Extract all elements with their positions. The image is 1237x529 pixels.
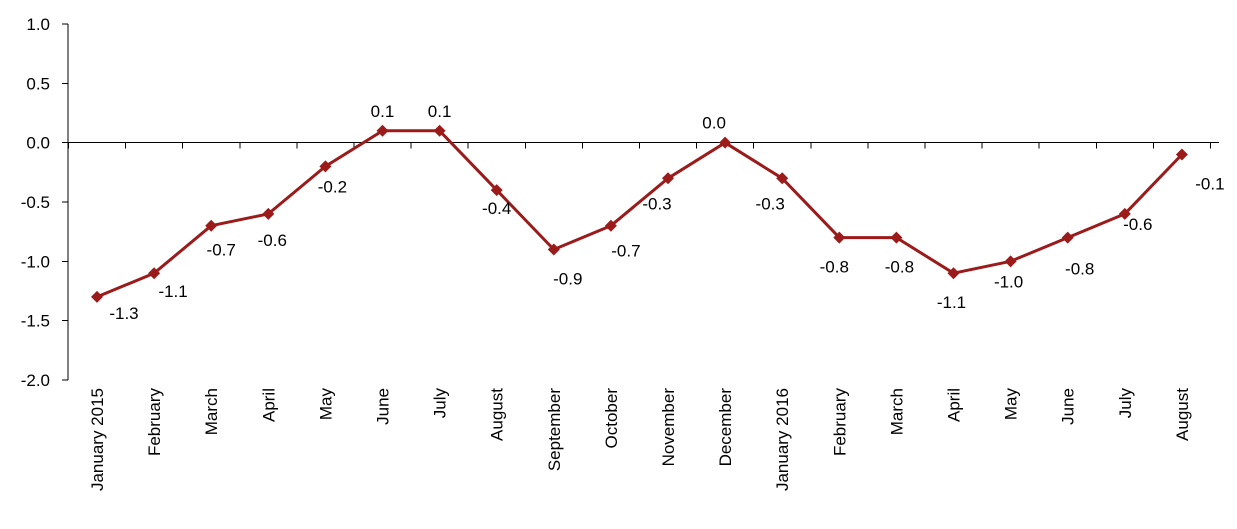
data-label: -0.8 [885, 258, 914, 277]
data-point-marker [262, 207, 275, 220]
y-tick-label: -0.5 [21, 193, 50, 212]
data-point-marker [1118, 207, 1131, 220]
x-tick-label: November [659, 388, 678, 467]
y-tick-label: 0.0 [26, 134, 50, 153]
x-tick-label: July [1116, 388, 1135, 419]
data-point-marker [1004, 255, 1017, 268]
x-axis: January 2015 February March April May June Jul… [67, 142, 1219, 491]
data-label: -0.3 [756, 194, 785, 213]
x-tick-label: January 2016 [773, 388, 792, 491]
x-tick-label: May [316, 388, 335, 421]
data-label: 0.0 [702, 114, 726, 133]
data-point-marker [890, 231, 903, 244]
y-tick-label: -1.0 [21, 252, 50, 271]
x-tick-label: February [145, 388, 164, 457]
data-point-marker [376, 124, 389, 137]
y-tick-label: 1.0 [26, 15, 50, 34]
data-label: -0.2 [318, 177, 347, 196]
data-label: -0.6 [258, 231, 287, 250]
x-tick-label: April [259, 388, 278, 422]
y-tick-label: 0.5 [26, 74, 50, 93]
series-line [96, 129, 1183, 299]
x-tick-label: April [945, 388, 964, 422]
data-point-marker [662, 172, 674, 185]
x-tick-label: July [431, 388, 450, 419]
data-point-marker [947, 267, 960, 280]
x-tick-label: October [602, 388, 621, 449]
x-tick-label: February [830, 388, 849, 457]
y-tick-label: -2.0 [21, 371, 50, 390]
data-label: -0.8 [1065, 260, 1094, 279]
x-tick-label: September [545, 388, 564, 471]
x-tick-label: March [887, 388, 906, 435]
y-tick-label: -1.5 [21, 312, 50, 331]
x-tick-label: August [488, 388, 507, 441]
x-tick-label: March [202, 388, 221, 435]
x-tick-label: June [374, 388, 393, 425]
data-label: -0.8 [820, 258, 849, 277]
data-point-marker [433, 124, 446, 137]
data-point-marker [719, 136, 732, 149]
data-label: -1.1 [937, 293, 966, 312]
data-point-marker [776, 172, 789, 185]
data-point-marker [148, 267, 161, 280]
data-label: 0.1 [428, 102, 452, 121]
data-label: -1.0 [994, 272, 1023, 291]
data-point-marker [205, 219, 218, 232]
data-point-marker [1175, 148, 1188, 161]
data-label: -0.3 [642, 194, 671, 213]
series-layer [91, 124, 1188, 303]
y-axis: 1.0 0.5 0.0 -0.5 -1.0 -1.5 -2.0 [21, 15, 69, 390]
data-label: 0.1 [371, 102, 395, 121]
data-point-marker [1061, 231, 1074, 244]
x-tick-label: January 2015 [88, 388, 107, 491]
x-tick-label: December [716, 388, 735, 467]
data-point-marker [604, 219, 617, 232]
data-label: -0.1 [1195, 175, 1224, 194]
data-point-marker [490, 184, 503, 197]
data-point-marker [91, 290, 103, 303]
data-label: -1.3 [109, 304, 138, 323]
data-label: -0.9 [553, 269, 582, 288]
data-point-marker [833, 231, 846, 244]
data-label: -0.6 [1123, 215, 1152, 234]
data-point-marker [547, 243, 560, 256]
x-tick-label: August [1173, 388, 1192, 441]
data-labels: -1.3 -1.1 -0.7 -0.6 -0.2 0.1 0.1 -0.4 -0.9 -0.7 -0… [109, 102, 1224, 323]
data-label: -0.7 [207, 241, 236, 260]
data-point-marker [319, 160, 332, 173]
data-label: -1.1 [158, 282, 187, 301]
data-label: -0.4 [482, 199, 511, 218]
data-label: -0.7 [611, 242, 640, 261]
x-tick-label: May [1002, 388, 1021, 421]
x-tick-label: June [1059, 388, 1078, 425]
